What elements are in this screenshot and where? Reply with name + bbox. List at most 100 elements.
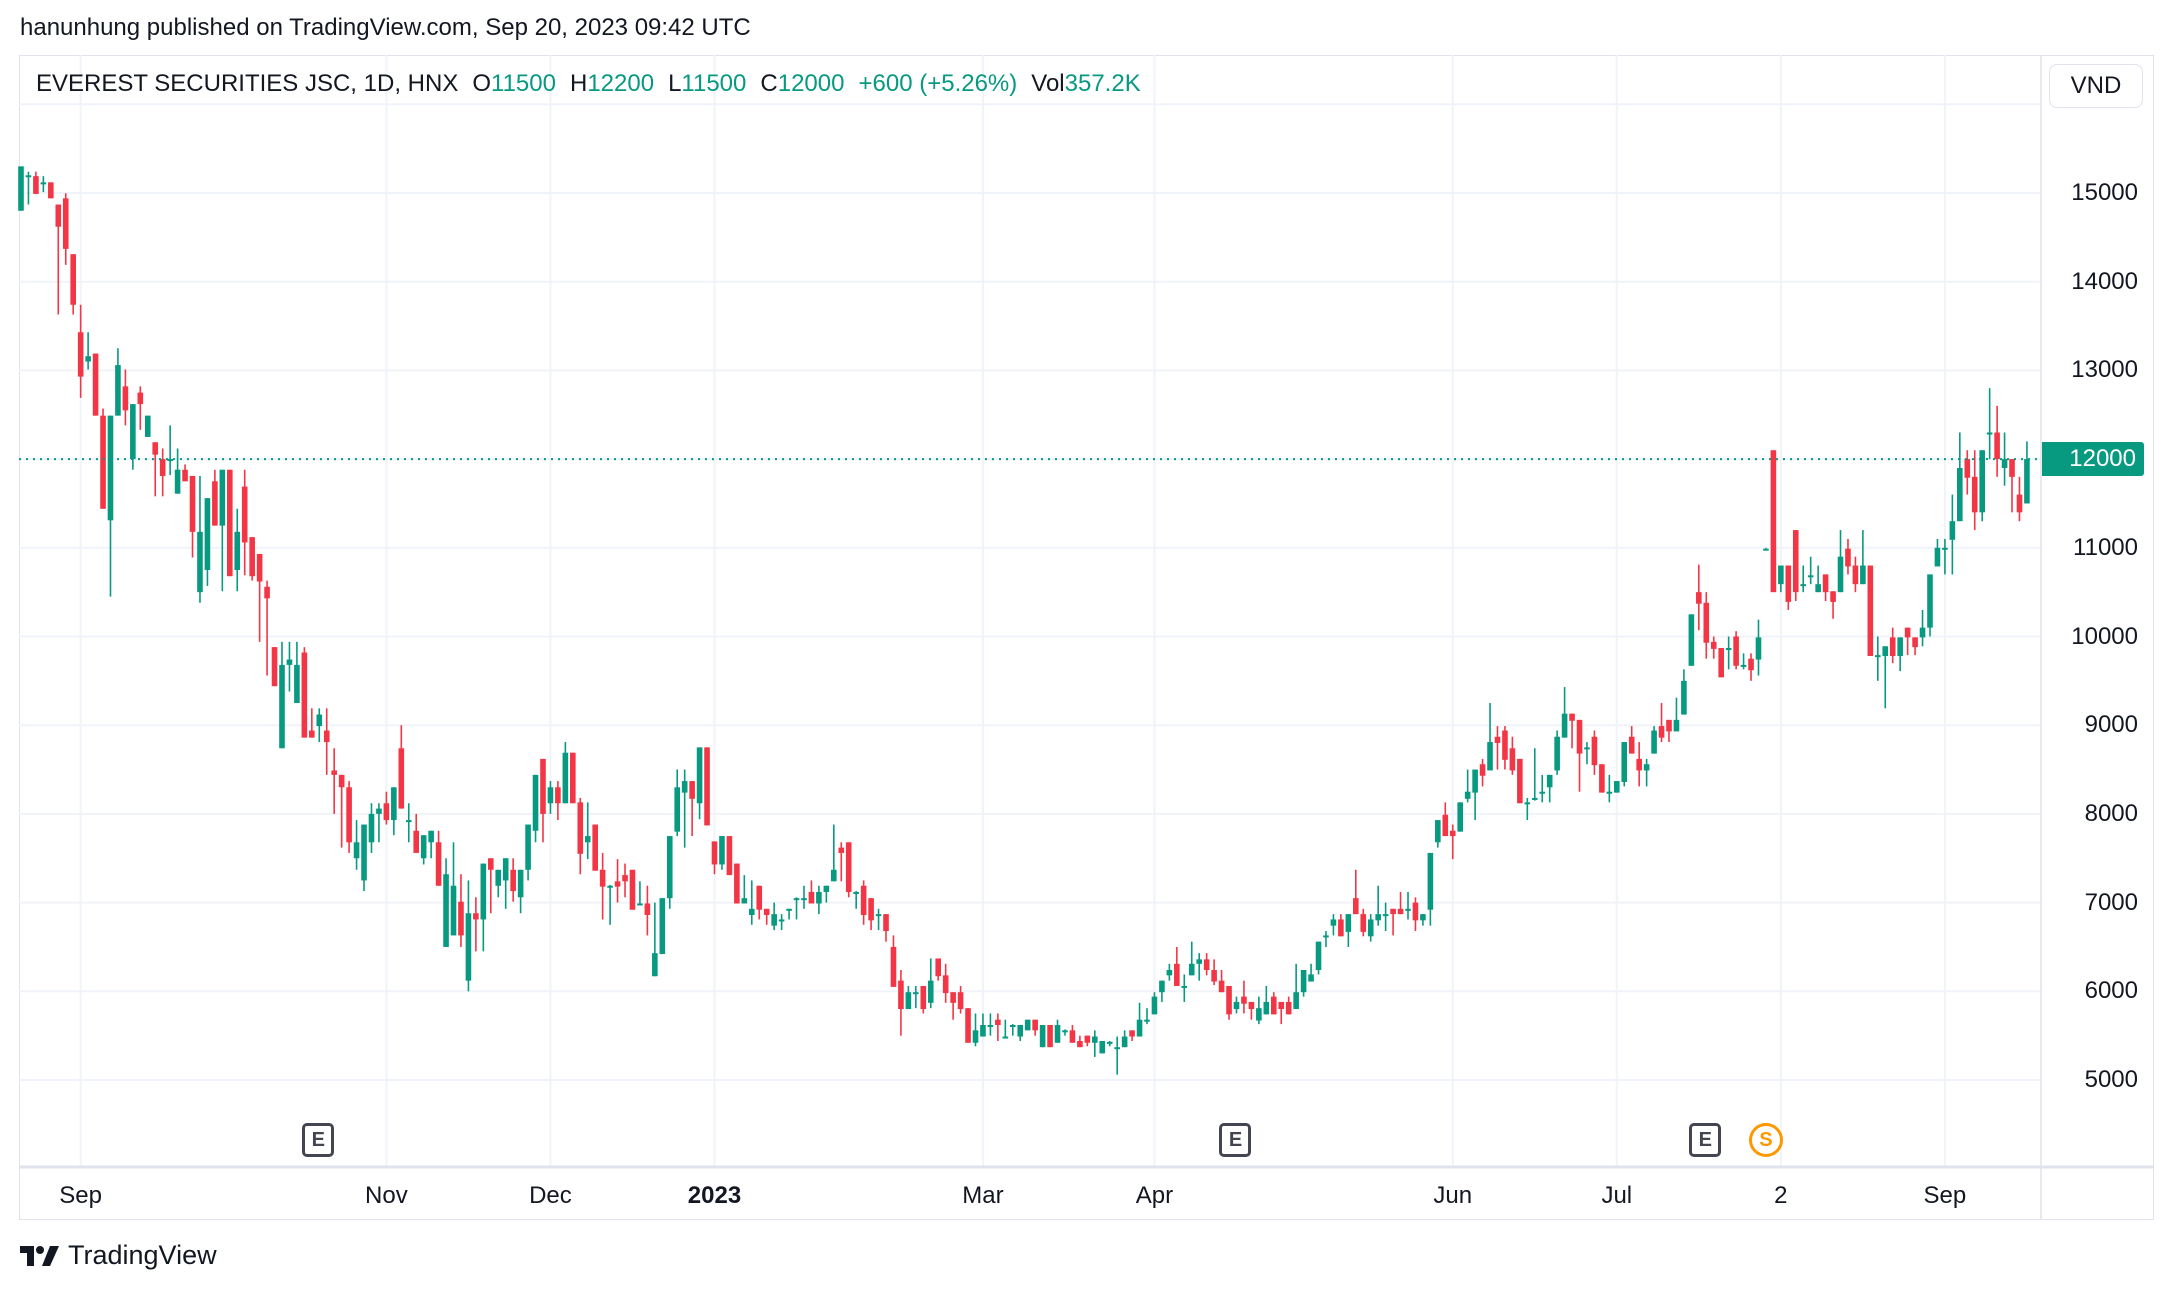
candle-up <box>547 781 554 814</box>
candle-up <box>1106 1040 1113 1047</box>
last-price-label: 12000 <box>2042 442 2144 477</box>
low-label: L <box>668 70 682 97</box>
candle-body <box>987 1025 994 1028</box>
candle-body <box>1367 919 1374 937</box>
earnings-marker-icon[interactable]: E <box>1219 1123 1252 1157</box>
candle-down <box>1636 742 1642 787</box>
price-tick-label: 6000 <box>2084 977 2138 1005</box>
candle-down <box>458 874 464 947</box>
candle-up <box>144 415 151 437</box>
candle-body <box>204 498 211 570</box>
candle-body <box>219 469 226 526</box>
candle-body <box>435 842 442 886</box>
time-tick-label: Jun <box>1433 1182 1473 1209</box>
candle-body <box>1054 1025 1061 1043</box>
candle-down <box>1696 564 1702 631</box>
candle-down <box>1479 758 1486 787</box>
dividend-marker-icon[interactable]: S <box>1748 1123 1783 1157</box>
symbol-title[interactable]: EVEREST SECURITIES JSC, 1D, HNX <box>36 70 459 97</box>
candle-down <box>950 992 956 1020</box>
candle-body <box>935 958 942 977</box>
earnings-marker-icon[interactable]: E <box>302 1123 335 1157</box>
currency-button[interactable]: VND <box>2049 64 2143 108</box>
candle-down <box>338 774 345 848</box>
candle-body <box>741 898 748 904</box>
candle-up <box>1427 852 1434 926</box>
candle-body <box>1531 797 1538 800</box>
candle-up <box>1136 1002 1143 1037</box>
candle-body <box>1360 914 1367 932</box>
candle-down <box>212 469 218 526</box>
time-tick-label: Apr <box>1135 1182 1174 1209</box>
candle-body <box>696 747 703 804</box>
candle-body <box>1181 985 1188 988</box>
candle-up <box>353 820 360 870</box>
open-label: O <box>472 70 491 97</box>
candle-down <box>860 880 867 925</box>
candle-body <box>1248 1001 1255 1010</box>
price-tick-label: 13000 <box>2071 356 2138 384</box>
candle-up <box>771 902 777 931</box>
candle-body <box>1494 736 1501 743</box>
price-tick-label: 11000 <box>2073 533 2138 561</box>
candle-body <box>1621 742 1628 782</box>
candle-up <box>1345 914 1352 947</box>
candle-down <box>845 842 852 898</box>
candle-up <box>1487 703 1493 771</box>
candle-down <box>122 369 129 426</box>
candle-body <box>883 914 889 931</box>
candle-up <box>18 166 24 211</box>
grid-lines <box>19 55 2041 1167</box>
candle-body <box>995 1019 1001 1026</box>
candle-down <box>1494 726 1501 770</box>
candle-down <box>264 580 270 676</box>
candle-up <box>361 824 367 892</box>
candle-body <box>1770 450 1777 593</box>
candle-body <box>1270 996 1277 1015</box>
candle-body <box>458 901 464 936</box>
symbol-legend: EVEREST SECURITIES JSC, 1D, HNX O 11500 H… <box>36 70 1141 98</box>
candle-up <box>107 415 114 597</box>
candle-body <box>1613 781 1620 793</box>
candle-body <box>331 770 337 775</box>
candle-down <box>1912 637 1918 656</box>
candle-body <box>1487 742 1493 771</box>
candle-up <box>1308 963 1314 982</box>
time-tick-label: Sep <box>59 1182 102 1209</box>
candle-body <box>1971 476 1978 513</box>
candle-up <box>1673 697 1680 732</box>
candle-body <box>77 332 84 377</box>
candle-body <box>264 586 270 599</box>
candle-body <box>1427 852 1434 910</box>
candle-up <box>1740 653 1747 670</box>
earnings-marker-icon[interactable]: E <box>1689 1123 1722 1157</box>
candle-down <box>763 908 770 925</box>
candle-body <box>2024 459 2030 504</box>
candle-body <box>391 787 397 821</box>
candle-body <box>1405 908 1411 911</box>
candle-body <box>182 469 188 482</box>
candle-body <box>130 404 136 460</box>
candle-down <box>622 863 628 898</box>
candle-body <box>898 980 904 1010</box>
candle-up <box>405 803 412 843</box>
candle-up <box>1144 1008 1150 1025</box>
candle-body <box>1546 774 1553 788</box>
candle-body <box>1994 432 2000 460</box>
tradingview-logo-icon <box>20 1245 59 1266</box>
candle-up <box>1882 646 1889 709</box>
candle-body <box>1889 637 1896 657</box>
candle-up <box>1114 1036 1120 1075</box>
candle-down <box>1069 1025 1076 1043</box>
candle-body <box>1338 919 1344 937</box>
candle-down <box>1845 538 1851 575</box>
candle-down <box>435 830 442 886</box>
price-tick-label: 14000 <box>2071 267 2138 295</box>
candle-up <box>1524 797 1531 821</box>
candle-down <box>1718 648 1724 678</box>
candle-body <box>197 531 203 593</box>
candle-down <box>614 859 621 903</box>
candle-body <box>1017 1025 1024 1037</box>
candle-body <box>614 881 621 887</box>
